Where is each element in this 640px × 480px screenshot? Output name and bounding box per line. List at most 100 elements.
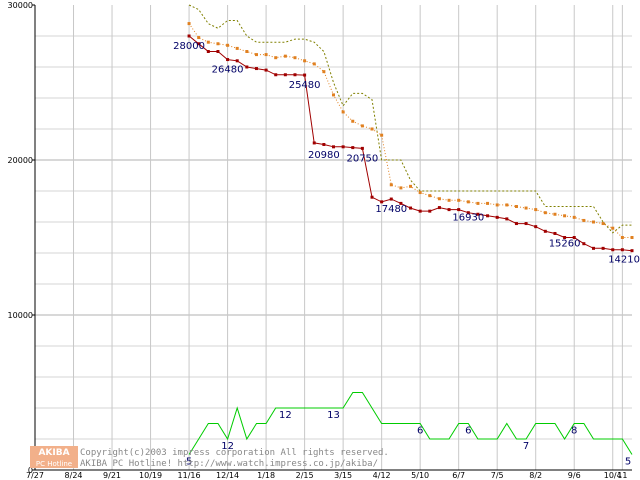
x-tick-label: 9/21 xyxy=(103,471,121,480)
x-tick-label: 8/2 xyxy=(529,471,542,480)
price-label: 15260 xyxy=(549,238,581,249)
point-min xyxy=(553,231,557,235)
point-min xyxy=(380,200,384,204)
point-average xyxy=(322,70,326,74)
x-tick-label: 10/4 xyxy=(604,471,622,480)
point-min xyxy=(235,59,239,63)
point-average xyxy=(206,40,210,44)
point-average xyxy=(293,56,297,60)
x-tick-label: 4/12 xyxy=(373,471,391,480)
point-min xyxy=(457,208,461,212)
point-average xyxy=(312,62,316,66)
point-min xyxy=(418,209,422,213)
point-average xyxy=(457,198,461,202)
point-min xyxy=(409,206,413,210)
point-average xyxy=(466,200,470,204)
shop-count-label: 7 xyxy=(523,441,529,452)
point-min xyxy=(341,145,345,149)
shop-count-label: 5 xyxy=(186,457,192,468)
logo-bottom-box xyxy=(30,458,78,468)
point-average xyxy=(264,53,268,57)
point-average xyxy=(187,22,191,26)
logo-top-text: AKIBA xyxy=(38,448,69,458)
point-average xyxy=(197,36,201,40)
point-average xyxy=(360,124,364,128)
point-average xyxy=(620,236,624,239)
series-line-average xyxy=(188,23,632,238)
point-min xyxy=(543,229,547,233)
shop-count-labels: 5 12 12 13 6 6 7 8 5 xyxy=(186,410,631,468)
y-tick-label: 0 xyxy=(28,466,33,475)
point-min xyxy=(332,145,335,149)
point-average xyxy=(524,206,528,210)
shop-count-label: 8 xyxy=(571,426,577,437)
point-min xyxy=(322,143,326,146)
point-average xyxy=(534,208,538,212)
point-min xyxy=(254,67,258,71)
point-min xyxy=(216,50,220,53)
x-tick-label: 9/6 xyxy=(568,471,581,480)
point-min xyxy=(534,225,538,229)
y-axis-ticks: 0 10000 20000 30000 xyxy=(8,1,35,475)
x-tick-label: 10/19 xyxy=(139,471,162,480)
point-min xyxy=(428,209,432,213)
point-min xyxy=(312,141,316,145)
x-tick-label: 2/15 xyxy=(296,471,314,480)
shop-count-label: 13 xyxy=(327,410,340,421)
point-min xyxy=(197,42,201,46)
point-min xyxy=(437,206,441,210)
point-average xyxy=(226,43,230,47)
point-min xyxy=(620,248,624,252)
point-average xyxy=(283,54,287,58)
point-average xyxy=(399,186,403,190)
point-average xyxy=(553,212,557,216)
x-tick-label: 7/27 xyxy=(26,471,44,480)
point-average xyxy=(418,191,422,195)
point-average xyxy=(543,211,547,215)
point-min xyxy=(591,246,595,250)
x-tick-label: 6/7 xyxy=(452,471,465,480)
point-average xyxy=(514,205,518,208)
point-average xyxy=(476,201,480,205)
point-min xyxy=(495,215,499,219)
point-min xyxy=(514,222,518,226)
point-average xyxy=(409,184,413,188)
point-min xyxy=(601,246,605,250)
x-tick-label: 5/10 xyxy=(411,471,429,480)
point-min xyxy=(293,73,297,77)
y-tick-label: 10000 xyxy=(8,311,33,320)
point-average xyxy=(563,214,567,218)
shop-count-label: 6 xyxy=(465,426,471,437)
shop-count-label: 12 xyxy=(279,410,292,421)
point-average xyxy=(245,50,249,53)
x-tick-label: 11 xyxy=(617,471,627,480)
point-average xyxy=(611,226,615,230)
point-min xyxy=(206,50,210,53)
point-min xyxy=(360,146,364,150)
point-min xyxy=(447,208,451,212)
point-average xyxy=(630,236,634,239)
price-label: 28000 xyxy=(173,41,205,52)
point-min xyxy=(351,146,355,150)
point-average xyxy=(601,222,605,226)
price-label: 17480 xyxy=(375,204,407,215)
shop-count-label: 12 xyxy=(221,441,234,452)
x-tick-label: 1/18 xyxy=(257,471,275,480)
logo-top-box xyxy=(30,446,78,458)
logo-bottom-text: PC Hotline xyxy=(36,460,72,468)
point-min xyxy=(505,217,509,221)
price-label: 20980 xyxy=(308,150,340,161)
point-average xyxy=(341,110,345,114)
copyright-text: Copyright(c)2003 impress corporation All… xyxy=(80,448,389,458)
hotline-url-text: AKIBA PC Hotline! http://www.watch.impre… xyxy=(80,459,378,469)
y-tick-label: 30000 xyxy=(8,1,33,10)
point-average xyxy=(591,220,595,224)
watermark: AKIBA PC Hotline Copyright(c)2003 impres… xyxy=(30,446,389,469)
point-min xyxy=(274,73,278,77)
point-average xyxy=(216,42,220,46)
x-tick-label: 7/5 xyxy=(491,471,504,480)
point-min xyxy=(611,248,615,252)
point-average xyxy=(274,56,278,60)
point-min xyxy=(572,236,576,239)
